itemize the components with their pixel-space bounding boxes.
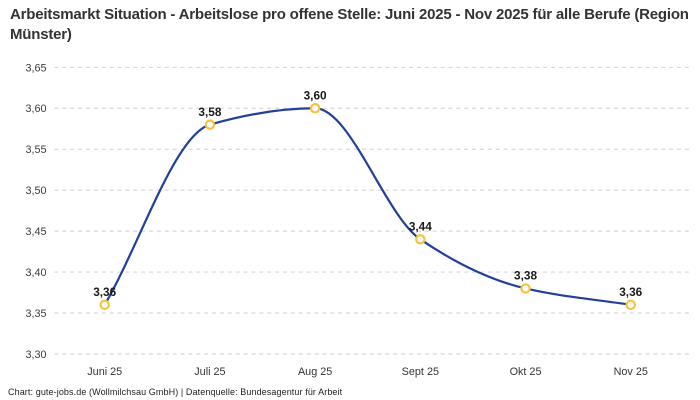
chart-attribution: Chart: gute-jobs.de (Wollmilchsau GmbH) … (8, 387, 343, 397)
data-line (103, 107, 632, 306)
data-point-marker (625, 299, 636, 311)
data-point-marker (99, 299, 110, 311)
y-tick-label: 3,60 (26, 103, 47, 115)
y-tick-label: 3,45 (26, 226, 47, 238)
data-point-label: 3,36 (619, 285, 642, 299)
x-tick-label: Sept 25 (402, 366, 439, 378)
data-point-marker (309, 103, 321, 114)
x-tick-label: Okt 25 (510, 366, 542, 378)
data-point-label: 3,36 (93, 285, 116, 299)
chart-title: Arbeitsmarkt Situation - Arbeitslose pro… (10, 6, 689, 44)
line-chart: 3,30 3,35 3,40 3,45 3,50 3,55 3,60 3,65 Juni 25 J… (26, 62, 689, 378)
data-point-label: 3,38 (514, 269, 537, 283)
data-point-label: 3,44 (409, 219, 432, 233)
y-tick-label: 3,55 (26, 144, 47, 156)
data-point-marker (520, 283, 531, 294)
y-tick-label: 3,40 (26, 267, 47, 279)
y-tick-label: 3,65 (26, 62, 47, 74)
y-tick-label: 3,30 (26, 349, 47, 361)
x-tick-label: Aug 25 (298, 366, 332, 378)
data-point-marker (415, 234, 426, 245)
x-tick-label: Nov 25 (614, 366, 648, 378)
x-tick-label: Juni 25 (87, 366, 122, 378)
data-point-marker (204, 119, 216, 130)
data-point-label: 3,60 (304, 88, 327, 102)
data-point-label: 3,58 (198, 105, 221, 119)
x-tick-label: Juli 25 (194, 366, 225, 378)
y-tick-label: 3,35 (26, 308, 47, 320)
y-tick-label: 3,50 (26, 185, 47, 197)
